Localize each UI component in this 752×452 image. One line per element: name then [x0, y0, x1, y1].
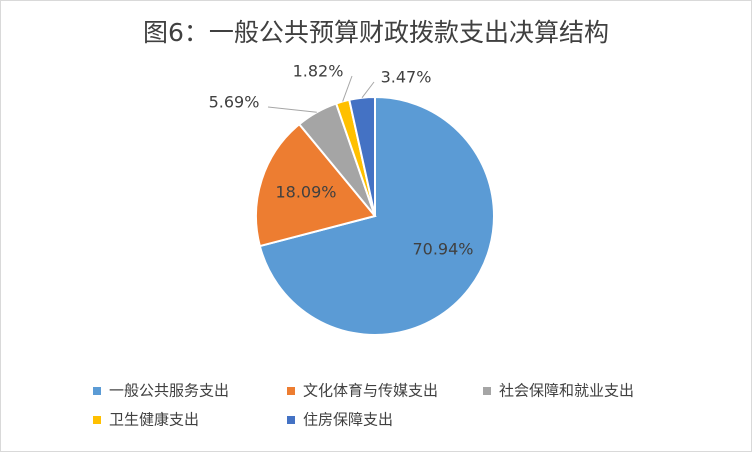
leader-line: [342, 75, 353, 102]
leader-line: [361, 81, 375, 99]
data-label: 5.69%: [209, 93, 260, 112]
legend-swatch: [287, 416, 295, 424]
pie-slice: [255, 122, 377, 248]
pie-slice: [348, 95, 376, 217]
legend-swatch: [287, 387, 295, 395]
pie-slice: [258, 95, 495, 336]
data-label: 70.94%: [412, 240, 473, 259]
legend-label: 文化体育与传媒支出: [303, 382, 438, 400]
legend-label: 住房保障支出: [303, 411, 393, 429]
data-label: 1.82%: [293, 62, 344, 81]
leader-line: [267, 106, 317, 113]
legend-swatch: [483, 387, 491, 395]
legend-label: 一般公共服务支出: [109, 382, 229, 400]
legend-label: 社会保障和就业支出: [499, 382, 634, 400]
data-label: 3.47%: [381, 68, 432, 87]
legend-swatch: [93, 387, 101, 395]
legend-label: 卫生健康支出: [109, 411, 199, 429]
chart-title: 图6：一般公共预算财政拨款支出决算结构: [143, 18, 609, 47]
data-label: 18.09%: [275, 183, 336, 202]
legend-swatch: [93, 416, 101, 424]
